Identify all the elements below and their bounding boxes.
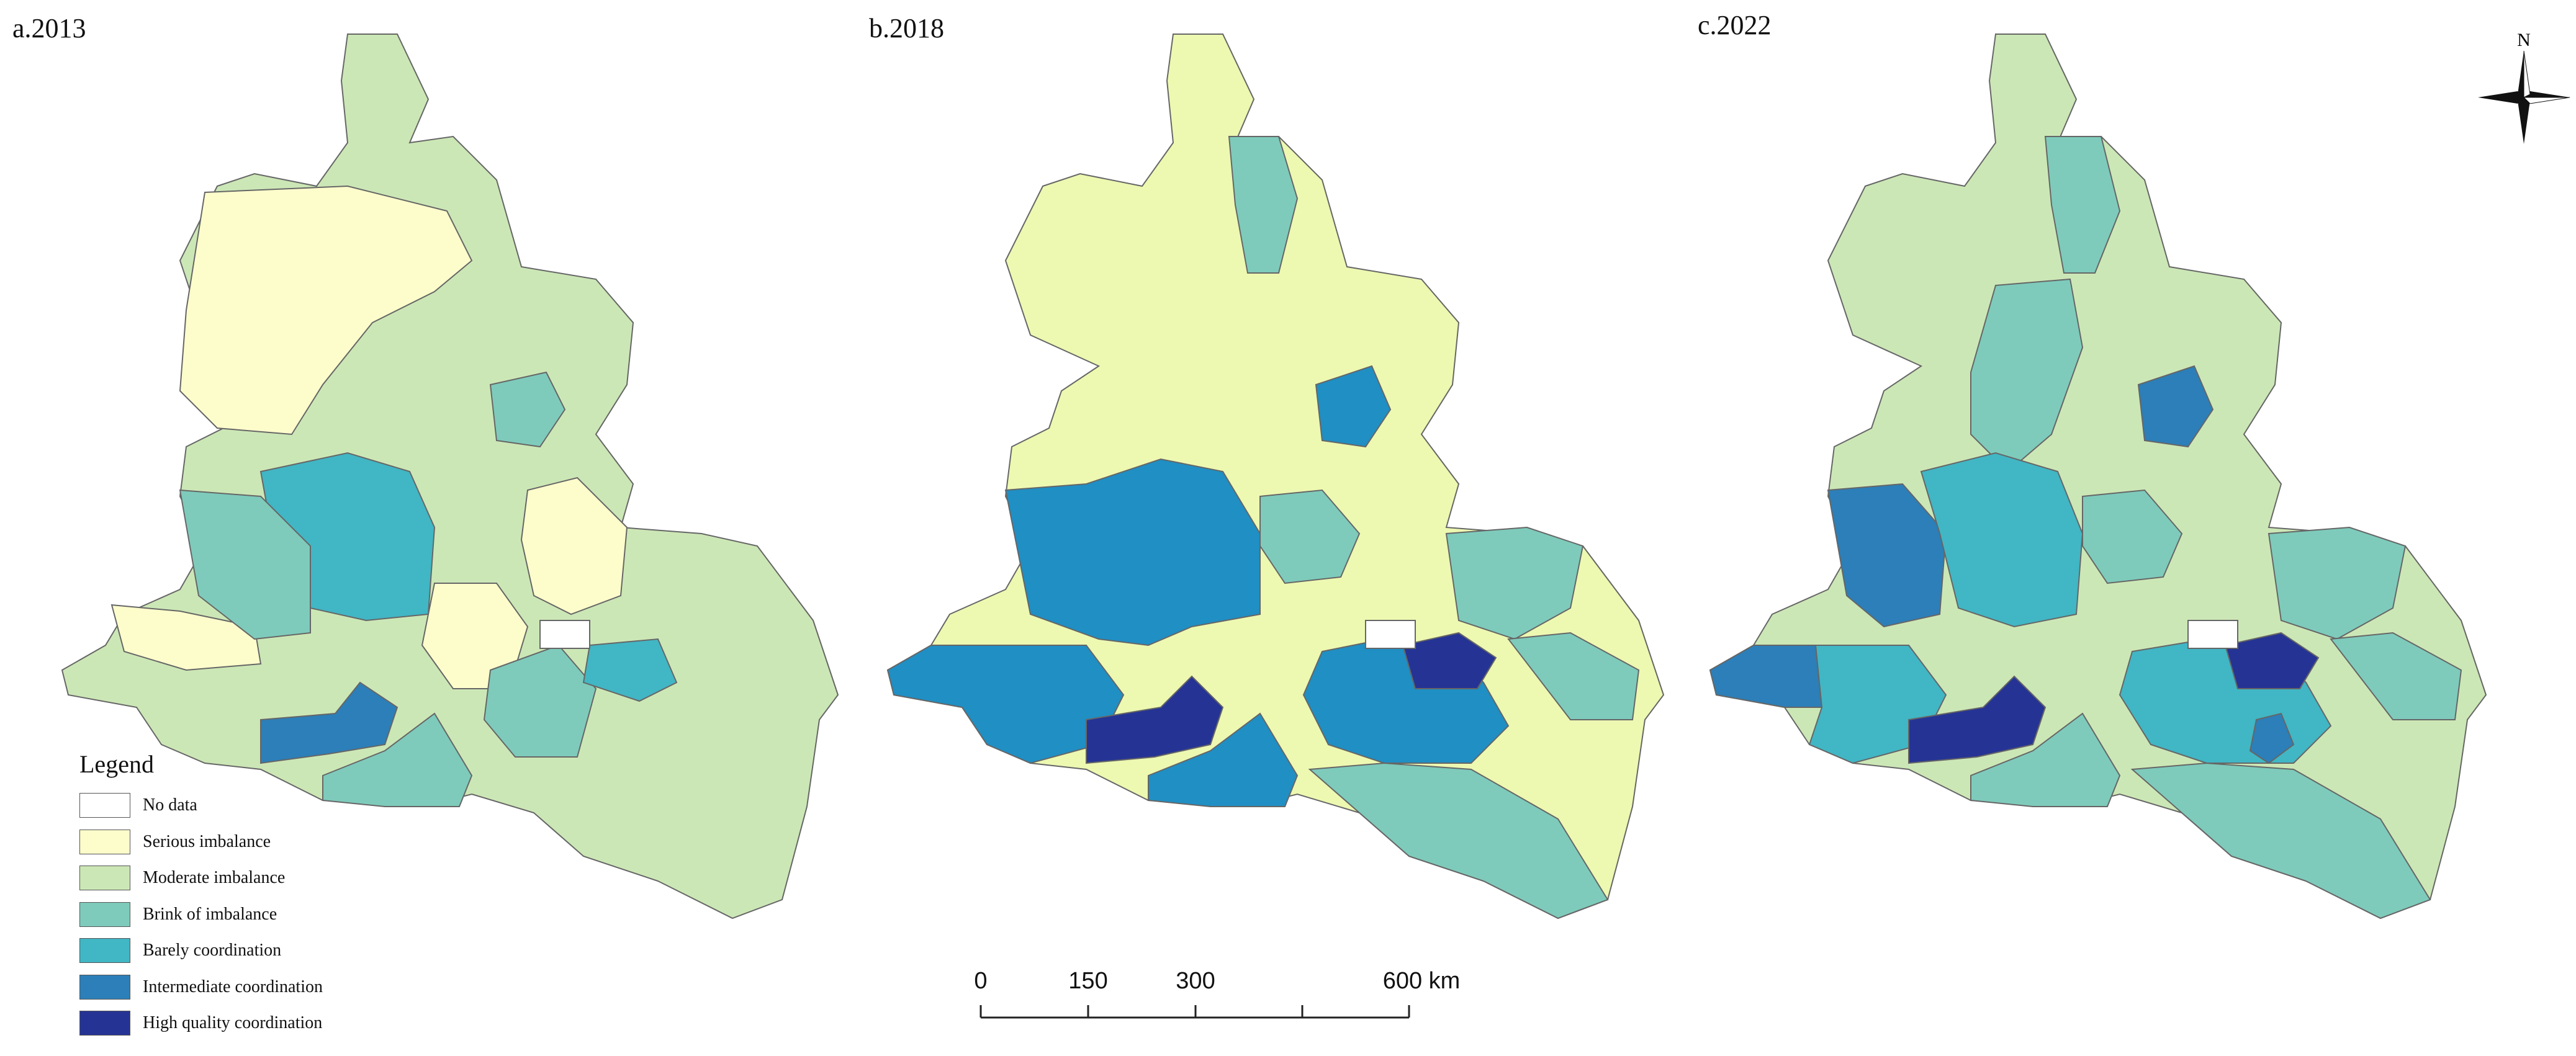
region-b-brink-north (1228, 136, 1299, 274)
panel-label-b: b.2018 (869, 13, 944, 43)
legend-label: Brink of imbalance (143, 904, 277, 924)
region-brink-2 (489, 371, 566, 448)
region-c-brink-center (2082, 489, 2183, 584)
region-serious-west (110, 604, 262, 671)
legend-label: Barely coordination (143, 941, 282, 960)
scale-bar-line (980, 1005, 1410, 1019)
legend-item: Serious imbalance (79, 824, 323, 861)
region-c-brink-far-e (2330, 632, 2462, 720)
legend-item: Brink of imbalance (79, 897, 323, 933)
legend-item: Intermediate coordination (79, 969, 323, 1006)
region-b-brink-center (1259, 489, 1361, 584)
region-brink-1 (179, 489, 311, 640)
region-b-brink-e (1445, 526, 1584, 640)
legend-title: Legend (79, 750, 154, 778)
region-c-intermediate-se (2249, 712, 2295, 764)
region-c-brink-north (2044, 136, 2121, 274)
legend: Legend No data Serious imbalance Moderate … (79, 749, 323, 1042)
region-c-high-1 (1908, 675, 2047, 764)
legend-label: No data (143, 795, 197, 815)
region-c-intermediate-w (1827, 483, 1947, 628)
map-2013 (61, 34, 839, 919)
north-label: N (2517, 30, 2531, 50)
region-serious-center (520, 477, 628, 615)
map-2022 (1709, 34, 2487, 920)
scale-tick-0: 0 (974, 968, 988, 994)
legend-swatch (79, 1011, 130, 1036)
legend-swatch (79, 974, 130, 1000)
scale-tick-600: 600 km (1382, 968, 1461, 994)
legend-swatch (79, 829, 130, 854)
legend-swatch (79, 938, 130, 964)
legend-swatch (79, 793, 130, 818)
region-c-brink-s (1970, 712, 2121, 807)
legend-label: High quality coordination (143, 1013, 323, 1033)
region-brink-4 (322, 712, 473, 807)
legend-item: Moderate imbalance (79, 860, 323, 897)
map-2018 (886, 34, 1664, 920)
panel-label-c: c.2022 (1698, 10, 1772, 40)
legend-label: Moderate imbalance (143, 868, 286, 888)
region-barely-2 (582, 638, 678, 702)
legend-item: Barely coordination (79, 933, 323, 969)
region-c-brink-e (2268, 526, 2407, 640)
region-intermediate-1 (260, 681, 399, 764)
legend-swatch (79, 902, 130, 927)
region-b-brink-far-e (1507, 632, 1640, 720)
scale-tick-300: 300 (1176, 968, 1215, 994)
region-c-high-2 (2224, 632, 2320, 689)
region-b-high-1 (1086, 675, 1224, 764)
region-white-1 (539, 620, 590, 649)
legend-label: Serious imbalance (143, 831, 271, 851)
legend-item: High quality coordination (79, 1005, 323, 1042)
region-b-high-2 (1402, 632, 1497, 689)
region-b-brink-se (1308, 762, 1609, 920)
region-c-barely-center (1920, 452, 2084, 628)
scale-tick-150: 150 (1068, 968, 1108, 994)
region-b-white-1 (1365, 620, 1416, 649)
region-b-intermediate-west (1004, 458, 1261, 647)
panel-label-a: a.2013 (12, 13, 86, 43)
region-c-white-1 (2187, 620, 2238, 649)
region-serious-north (179, 185, 473, 436)
legend-label: Intermediate coordination (143, 977, 323, 996)
region-b-intermediate-ne (1315, 365, 1392, 448)
region-c-brink-se (2130, 762, 2431, 920)
legend-item: No data (79, 787, 323, 824)
region-b-intermediate-s (1148, 712, 1299, 807)
region-c-intermediate-sw (1709, 645, 1823, 708)
north-arrow: N (2478, 30, 2570, 144)
region-c-intermediate-ne (2137, 365, 2214, 448)
region-c-brink-center-n (1970, 278, 2084, 473)
legend-swatch (79, 866, 130, 891)
compass-rose-icon (2478, 51, 2570, 144)
